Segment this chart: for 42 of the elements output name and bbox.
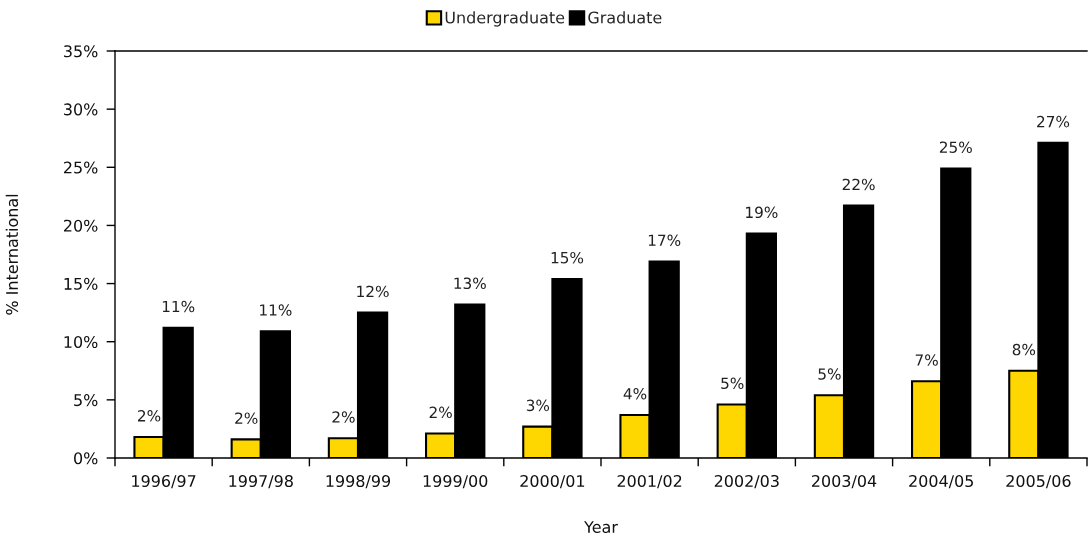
data-label: 4%: [623, 387, 647, 400]
data-label: 12%: [357, 285, 389, 298]
x-tick-label: 1997/98: [229, 474, 293, 489]
x-tick-label: 1998/99: [326, 474, 391, 489]
data-label: 11%: [162, 300, 195, 313]
x-tick-label: 2000/01: [520, 474, 585, 489]
x-tick-label: 2001/02: [617, 474, 682, 489]
data-label: 5%: [721, 377, 744, 390]
data-label: 17%: [648, 234, 681, 247]
data-label: 8%: [1012, 343, 1036, 356]
data-label: 25%: [939, 141, 972, 153]
data-label: 2%: [235, 412, 258, 424]
data-label: 11%: [260, 304, 292, 316]
legend-label: Graduate: [588, 11, 662, 24]
x-axis-title: Year: [584, 521, 618, 534]
data-label: 2%: [429, 406, 452, 419]
x-tick-label: 2004/05: [909, 474, 973, 489]
y-tick-label: 10%: [64, 335, 98, 349]
data-label: 2%: [332, 411, 355, 423]
data-label: 13%: [454, 277, 486, 290]
x-tick-label: 2002/03: [714, 474, 779, 489]
data-label: 27%: [1037, 115, 1070, 128]
legend-label: Undergraduate: [445, 11, 565, 27]
y-axis-title: % International: [5, 194, 19, 315]
data-label: 2%: [138, 410, 161, 422]
x-tick-label: 1996/97: [132, 474, 196, 489]
x-tick-label: 2003/04: [811, 474, 877, 489]
x-tick-label: 1999/00: [423, 474, 488, 489]
x-tick-label: 2005/06: [1006, 474, 1071, 489]
y-tick-label: 30%: [64, 103, 98, 116]
data-label: 3%: [526, 399, 550, 412]
y-tick-label: 15%: [64, 277, 98, 290]
y-tick-label: 35%: [64, 45, 98, 58]
y-tick-label: 0%: [74, 452, 98, 465]
data-label: 19%: [746, 206, 778, 219]
data-label: 22%: [842, 178, 875, 191]
data-label: 5%: [818, 368, 841, 380]
data-label: 15%: [551, 251, 584, 264]
y-tick-label: 25%: [64, 161, 98, 174]
y-tick-label: 5%: [74, 394, 98, 407]
y-tick-label: 20%: [64, 219, 98, 232]
data-label: 7%: [915, 354, 938, 366]
